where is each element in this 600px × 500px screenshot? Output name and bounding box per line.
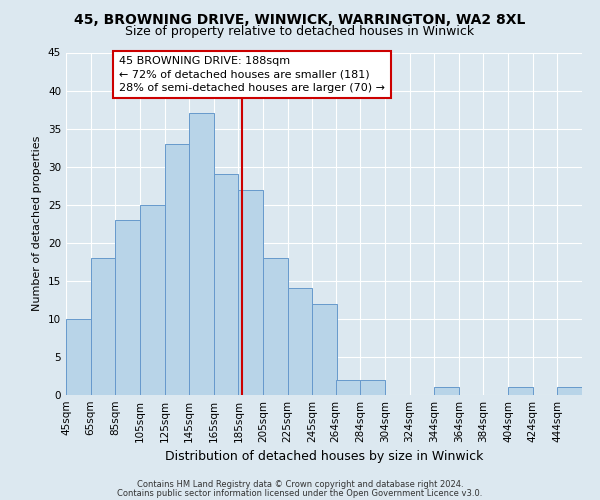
Bar xyxy=(214,174,238,395)
Bar xyxy=(508,388,533,395)
Bar xyxy=(335,380,361,395)
Bar xyxy=(140,204,164,395)
Text: Contains HM Land Registry data © Crown copyright and database right 2024.: Contains HM Land Registry data © Crown c… xyxy=(137,480,463,489)
Bar xyxy=(434,388,459,395)
Bar xyxy=(189,114,214,395)
Bar xyxy=(313,304,337,395)
Bar xyxy=(557,388,582,395)
Y-axis label: Number of detached properties: Number of detached properties xyxy=(32,136,43,312)
Text: 45, BROWNING DRIVE, WINWICK, WARRINGTON, WA2 8XL: 45, BROWNING DRIVE, WINWICK, WARRINGTON,… xyxy=(74,12,526,26)
Bar xyxy=(238,190,263,395)
Bar xyxy=(164,144,189,395)
Bar xyxy=(115,220,140,395)
Text: 45 BROWNING DRIVE: 188sqm
← 72% of detached houses are smaller (181)
28% of semi: 45 BROWNING DRIVE: 188sqm ← 72% of detac… xyxy=(119,56,385,92)
Bar xyxy=(66,319,91,395)
Text: Size of property relative to detached houses in Winwick: Size of property relative to detached ho… xyxy=(125,25,475,38)
Bar xyxy=(263,258,287,395)
Bar xyxy=(361,380,385,395)
X-axis label: Distribution of detached houses by size in Winwick: Distribution of detached houses by size … xyxy=(165,450,483,464)
Bar xyxy=(287,288,313,395)
Bar xyxy=(91,258,115,395)
Text: Contains public sector information licensed under the Open Government Licence v3: Contains public sector information licen… xyxy=(118,489,482,498)
